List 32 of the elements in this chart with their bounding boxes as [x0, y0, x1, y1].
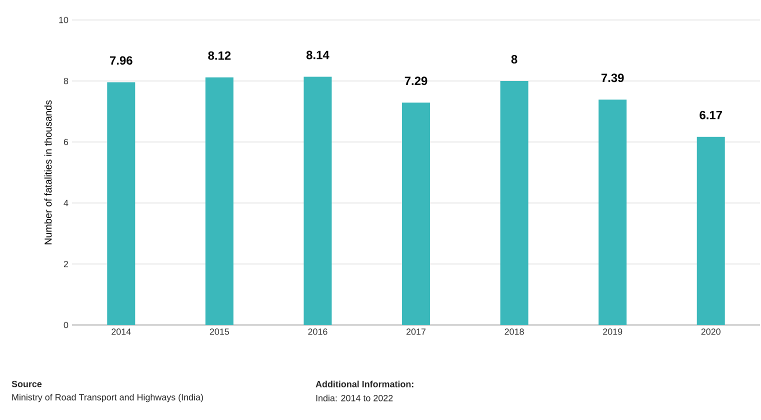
y-tick-label: 8 — [64, 78, 68, 84]
x-tick-label: 2016 — [308, 328, 328, 335]
x-tick-label: 2015 — [210, 328, 230, 335]
y-axis-title: Number of fatalities in thousands — [44, 100, 52, 244]
y-tick-label: 2 — [64, 260, 68, 268]
y-tick-label: 0 — [64, 322, 68, 328]
bar — [696, 136, 725, 325]
bar — [205, 77, 234, 325]
bar — [500, 80, 528, 325]
text: Ministry of Road Transport and Highways (India) — [12, 394, 203, 402]
text: Source — [12, 380, 42, 388]
data-label: 7.39 — [601, 74, 624, 82]
bar — [598, 100, 627, 325]
y-tick-label: 10 — [59, 16, 68, 24]
bar — [304, 76, 332, 325]
bar — [107, 82, 136, 325]
data-label: 6.17 — [700, 110, 722, 120]
y-tick-label: 4 — [64, 200, 68, 206]
text: India: 2014 to 2022 — [316, 394, 393, 402]
data-label: 8 — [511, 55, 518, 64]
y-tick-label: 6 — [64, 138, 68, 146]
x-tick-label: 2017 — [406, 328, 426, 335]
x-tick-label: 2018 — [504, 328, 524, 335]
data-label: 7.29 — [404, 76, 428, 86]
x-tick-label: 2019 — [603, 328, 622, 335]
data-label: 8.12 — [208, 51, 231, 60]
x-tick-label: 2014 — [112, 328, 131, 335]
text: Additional Information: — [316, 380, 414, 388]
data-label: 8.14 — [306, 50, 330, 60]
bar — [402, 102, 430, 325]
x-tick-label: 2020 — [701, 328, 720, 335]
data-label: 7.96 — [110, 56, 132, 65]
